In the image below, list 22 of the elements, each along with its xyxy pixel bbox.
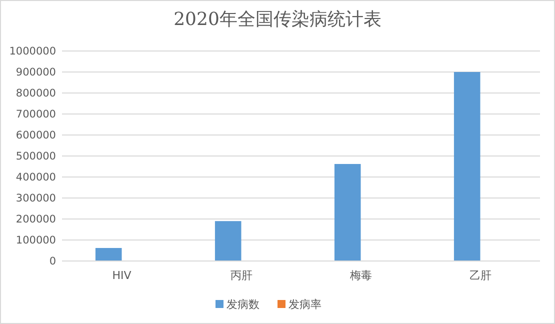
y-tick-label: 800000 — [16, 88, 56, 100]
x-tick-label: HIV — [112, 269, 132, 282]
y-tick-label: 1000000 — [9, 46, 56, 58]
bar — [95, 248, 122, 261]
y-tick-label: 400000 — [16, 172, 56, 184]
x-tick-label: 梅毒 — [348, 269, 372, 282]
chart-title: 2020年全国传染病统计表 — [174, 9, 382, 30]
y-tick-label: 600000 — [16, 130, 56, 142]
y-tick-label: 300000 — [16, 192, 56, 205]
x-tick-label: 丙肝 — [230, 269, 252, 282]
y-tick-label: 500000 — [16, 150, 56, 163]
y-tick-label: 200000 — [16, 214, 56, 226]
y-tick-label: 900000 — [16, 66, 56, 79]
x-tick-label: 乙肝 — [469, 269, 492, 282]
bar — [454, 72, 480, 261]
y-tick-label: 100000 — [16, 234, 56, 247]
y-tick-label: 700000 — [16, 108, 56, 121]
bar — [334, 164, 361, 261]
legend-label: 发病数 — [226, 298, 260, 311]
bar — [214, 221, 242, 261]
legend-label: 发病率 — [288, 298, 322, 311]
y-tick-label: 0 — [49, 256, 56, 268]
